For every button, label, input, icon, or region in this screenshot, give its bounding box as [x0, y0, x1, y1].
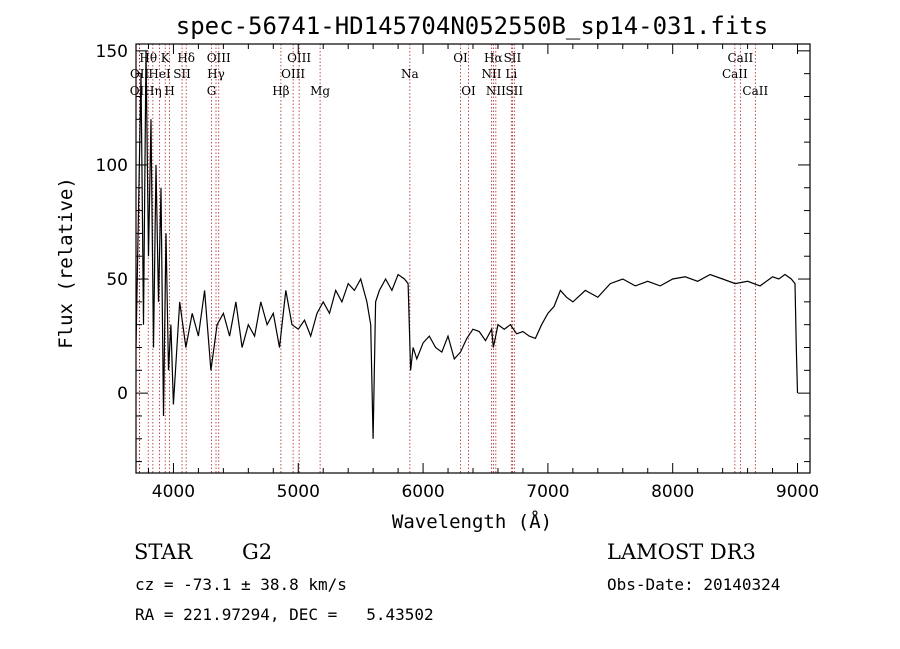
spectral-line-label: Hγ: [207, 67, 225, 81]
spectral-line-label: CaII: [722, 67, 748, 81]
spectral-line-label: H: [164, 84, 174, 98]
spectral-line-label: Hη: [144, 84, 162, 98]
y-tick-label: 50: [106, 270, 128, 290]
survey-name: LAMOST DR3: [607, 540, 756, 564]
spectral-line-label: CaII: [727, 51, 753, 65]
plot-frame: [135, 43, 811, 474]
spectral-line-label: Hδ: [177, 51, 195, 65]
x-tick-label: 6000: [401, 482, 444, 502]
spectral-line-label: Mg: [310, 84, 330, 98]
spectral-line-label: G: [207, 84, 217, 98]
x-tick-label: 9000: [776, 482, 819, 502]
spectral-line-label: K: [161, 51, 171, 65]
chart-title: spec-56741-HD145704N052550B_sp14-031.fit…: [176, 12, 768, 40]
x-tick-label: 5000: [277, 482, 320, 502]
spectral-line-label: Hθ: [139, 51, 157, 65]
spectral-line-label: HeI: [148, 67, 171, 81]
spectral-line-label: SII: [504, 51, 522, 65]
y-axis-label: Flux (relative): [55, 177, 77, 349]
axis-ticks: 4000 5000 6000 7000 8000 9000 0 50 100 150: [96, 42, 820, 502]
spectral-line-label: SII: [505, 84, 523, 98]
spectral-line-label: OI: [453, 51, 468, 65]
spectral-line-label: Hβ: [272, 84, 289, 98]
spectral-line-label: OII: [130, 84, 150, 98]
spectrum-series-line: [135, 50, 799, 439]
spectral-line-label: Hα: [484, 51, 503, 65]
spectral-line-label: OIII: [207, 51, 231, 65]
spectral-line-markers: [138, 44, 756, 473]
spectral-line-label: NII: [481, 67, 501, 81]
x-tick-label: 8000: [651, 482, 694, 502]
spectral-line-label: NII: [486, 84, 506, 98]
spectral-line-label: OI: [461, 84, 476, 98]
spectral-line-label: SII: [173, 67, 191, 81]
x-tick-label: 4000: [152, 482, 195, 502]
spectral-line-label: Li: [505, 67, 517, 81]
object-subclass: G2: [242, 540, 273, 564]
spectral-line-label: OIII: [287, 51, 311, 65]
observation-date: Obs-Date: 20140324: [607, 575, 781, 594]
spectral-line-label: Na: [401, 67, 419, 81]
spectral-line-label: OIII: [281, 67, 305, 81]
coordinates: RA = 221.97294, DEC = 5.43502: [135, 605, 434, 624]
spectral-line-labels: OIIOIIHθHηHeIKHSIIHδGHγOIIIHβOIIIOIIIMgN…: [130, 51, 769, 98]
x-axis-label: Wavelength (Å): [392, 510, 552, 533]
redshift-cz: cz = -73.1 ± 38.8 km/s: [135, 575, 347, 594]
y-tick-label: 100: [96, 156, 128, 176]
y-tick-label: 0: [117, 384, 128, 404]
object-class: STAR: [134, 540, 193, 564]
y-tick-label: 150: [96, 42, 128, 62]
spectral-line-label: CaII: [742, 84, 768, 98]
x-tick-label: 7000: [526, 482, 569, 502]
